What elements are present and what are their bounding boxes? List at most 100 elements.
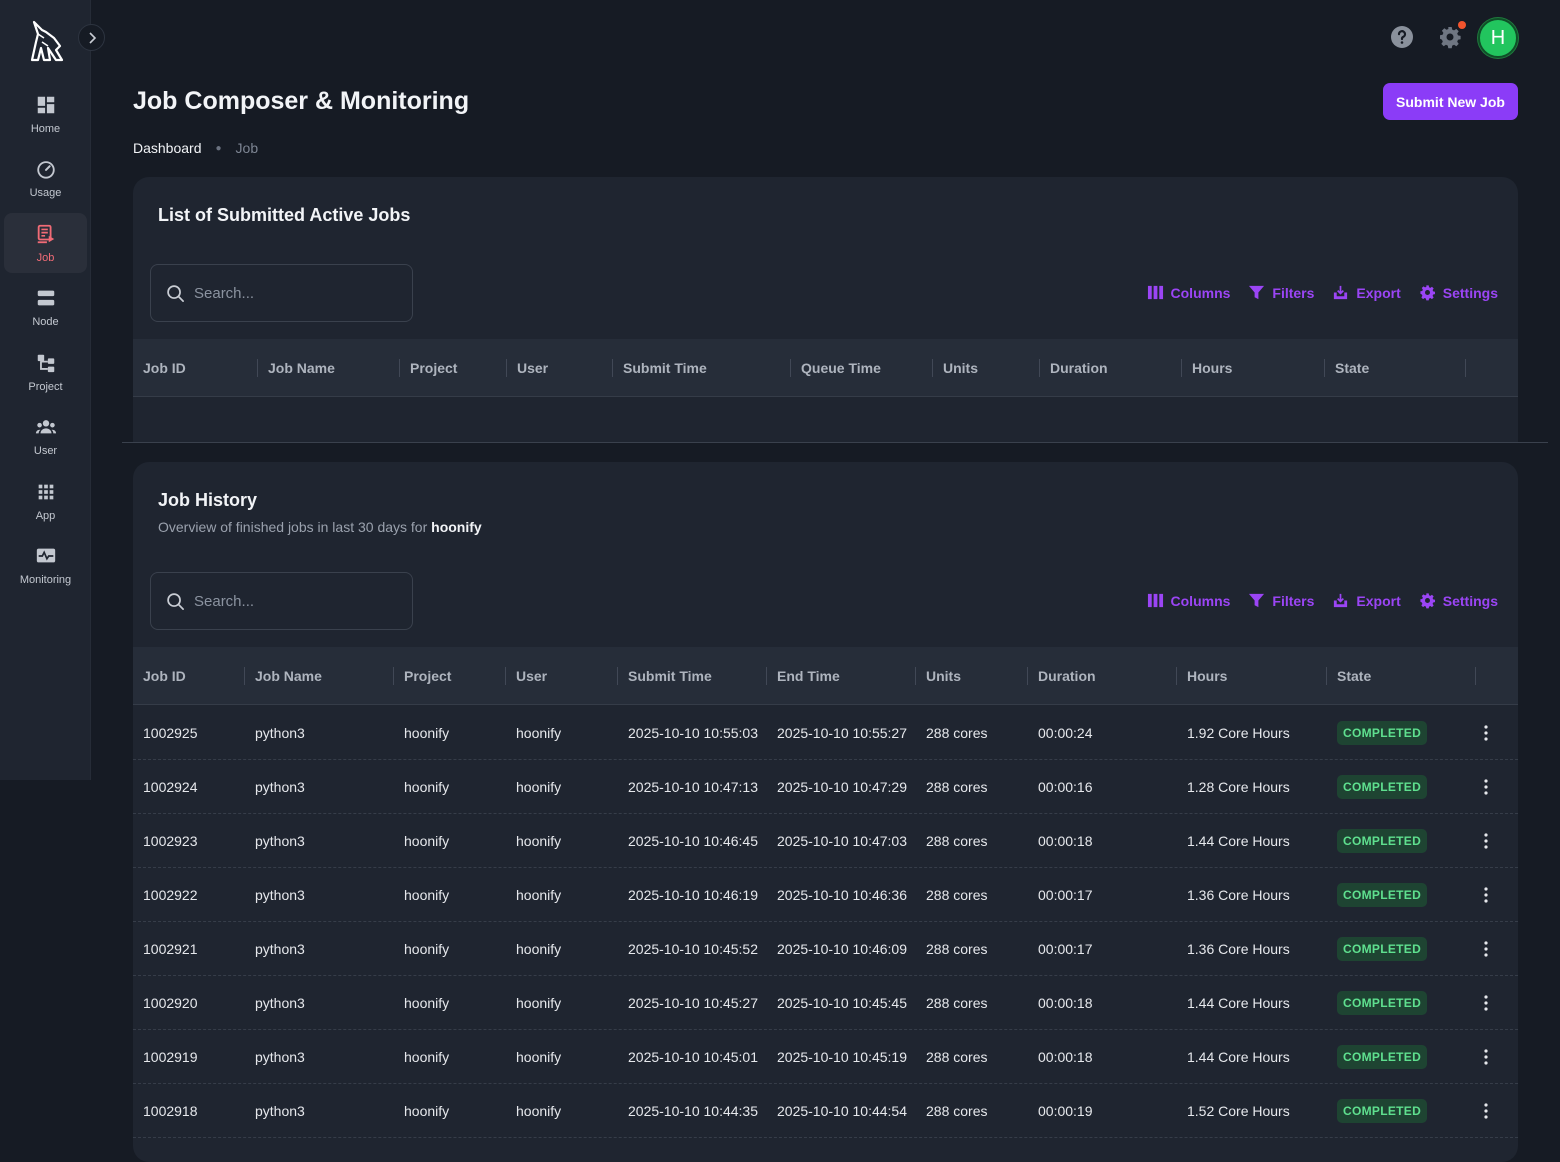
column-header[interactable]: Job ID: [133, 647, 245, 705]
column-header[interactable]: State: [1325, 339, 1466, 397]
status-badge: COMPLETED: [1337, 990, 1428, 1015]
hours-cell: 1.44 Core Hours: [1187, 832, 1290, 849]
table-row[interactable]: 1002918 python3 hoonify hoonify 2025-10-10 1…: [133, 1084, 1518, 1138]
job-name-cell: python3: [255, 1048, 305, 1065]
column-header-actions: [1476, 647, 1518, 705]
column-header[interactable]: User: [506, 647, 618, 705]
search-input[interactable]: [194, 284, 394, 302]
project-cell: hoonify: [404, 940, 450, 957]
row-actions-button[interactable]: [1476, 994, 1496, 1011]
sidebar-expand-button[interactable]: [78, 24, 105, 51]
sidebar-item-job[interactable]: Job: [4, 213, 87, 273]
column-header[interactable]: Job Name: [245, 647, 394, 705]
table-row[interactable]: 1002925 python3 hoonify hoonify 2025-10-10 1…: [133, 706, 1518, 760]
gauge-icon: [36, 161, 55, 179]
duration-cell: 00:00:17: [1038, 940, 1093, 957]
column-header[interactable]: State: [1327, 647, 1476, 705]
project-cell: hoonify: [404, 1048, 450, 1065]
column-header[interactable]: Duration: [1040, 339, 1182, 397]
duration-cell: 00:00:18: [1038, 832, 1093, 849]
submit-time-cell: 2025-10-10 10:45:27: [628, 994, 758, 1011]
columns-icon: [1147, 285, 1163, 300]
table-row[interactable]: 1002924 python3 hoonify hoonify 2025-10-10 1…: [133, 760, 1518, 814]
column-header[interactable]: Submit Time: [618, 647, 767, 705]
sidebar-item-monitoring[interactable]: Monitoring: [4, 536, 87, 596]
column-header[interactable]: Job ID: [133, 339, 258, 397]
column-header[interactable]: Project: [400, 339, 507, 397]
sidebar-item-user[interactable]: User: [4, 407, 87, 467]
job-history-toolbar: Columns Filters Export Settings: [1147, 592, 1498, 609]
search-input[interactable]: [194, 592, 394, 610]
column-header[interactable]: Units: [916, 647, 1028, 705]
column-header[interactable]: Project: [394, 647, 506, 705]
row-actions-button[interactable]: [1476, 724, 1496, 741]
column-header[interactable]: Job Name: [258, 339, 400, 397]
columns-button[interactable]: Columns: [1147, 592, 1231, 609]
user-cell: hoonify: [516, 994, 562, 1011]
duration-cell: 00:00:17: [1038, 886, 1093, 903]
row-actions-button[interactable]: [1476, 1102, 1496, 1119]
state-cell: COMPLETED: [1327, 1098, 1476, 1123]
column-header[interactable]: Hours: [1177, 647, 1327, 705]
status-badge: COMPLETED: [1337, 882, 1428, 907]
help-icon[interactable]: [1390, 25, 1414, 49]
filters-button[interactable]: Filters: [1248, 284, 1314, 301]
duration-cell: 00:00:19: [1038, 1102, 1093, 1119]
columns-label: Columns: [1170, 592, 1231, 609]
sidebar-item-app[interactable]: App: [4, 471, 87, 531]
units-cell: 288 cores: [926, 1048, 988, 1065]
more-vertical-icon: [1484, 1102, 1488, 1119]
export-button[interactable]: Export: [1332, 284, 1401, 301]
user-cell: hoonify: [516, 1102, 562, 1119]
user-cell: hoonify: [516, 940, 562, 957]
notification-dot: [1458, 21, 1466, 29]
column-header[interactable]: Duration: [1028, 647, 1177, 705]
sidebar-item-project[interactable]: Project: [4, 342, 87, 402]
columns-button[interactable]: Columns: [1147, 284, 1231, 301]
column-header[interactable]: Submit Time: [613, 339, 791, 397]
filters-button[interactable]: Filters: [1248, 592, 1314, 609]
row-actions-button[interactable]: [1476, 778, 1496, 795]
active-jobs-search[interactable]: [150, 264, 413, 322]
avatar[interactable]: H: [1478, 18, 1518, 58]
table-row[interactable]: 1002919 python3 hoonify hoonify 2025-10-10 1…: [133, 1030, 1518, 1084]
sidebar-item-usage[interactable]: Usage: [4, 149, 87, 209]
sidebar-item-home[interactable]: Home: [4, 84, 87, 144]
job-history-search[interactable]: [150, 572, 413, 630]
column-header[interactable]: Queue Time: [791, 339, 933, 397]
job-id-cell: 1002919: [143, 1048, 198, 1065]
column-header[interactable]: Units: [933, 339, 1040, 397]
logo-icon[interactable]: [26, 20, 66, 62]
table-row[interactable]: 1002920 python3 hoonify hoonify 2025-10-10 1…: [133, 976, 1518, 1030]
duration-cell: 00:00:18: [1038, 1048, 1093, 1065]
hours-cell: 1.36 Core Hours: [1187, 940, 1290, 957]
hours-cell: 1.44 Core Hours: [1187, 1048, 1290, 1065]
breadcrumb-dashboard[interactable]: Dashboard: [133, 140, 202, 156]
sidebar-item-node[interactable]: Node: [4, 278, 87, 338]
settings-button[interactable]: Settings: [1419, 592, 1498, 609]
table-row[interactable]: 1002923 python3 hoonify hoonify 2025-10-10 1…: [133, 814, 1518, 868]
row-actions-button[interactable]: [1476, 1048, 1496, 1065]
export-button[interactable]: Export: [1332, 592, 1401, 609]
submit-new-job-button[interactable]: Submit New Job: [1383, 83, 1518, 120]
row-actions-button[interactable]: [1476, 940, 1496, 957]
table-row[interactable]: 1002922 python3 hoonify hoonify 2025-10-10 1…: [133, 868, 1518, 922]
column-header[interactable]: End Time: [767, 647, 916, 705]
column-header[interactable]: Hours: [1182, 339, 1325, 397]
gear-icon: [1420, 285, 1435, 301]
columns-label: Columns: [1170, 284, 1231, 301]
settings-gear-icon[interactable]: [1438, 25, 1462, 49]
sidebar-item-label: Monitoring: [19, 574, 72, 586]
more-vertical-icon: [1484, 724, 1488, 741]
job-history-title: Job History: [158, 490, 258, 510]
settings-button[interactable]: Settings: [1419, 284, 1498, 301]
more-vertical-icon: [1484, 832, 1488, 849]
table-row[interactable]: 1002921 python3 hoonify hoonify 2025-10-10 1…: [133, 922, 1518, 976]
status-badge: COMPLETED: [1337, 1098, 1428, 1123]
sidebar-item-label: Node: [32, 316, 59, 328]
sidebar-item-label: App: [35, 509, 56, 522]
status-badge: COMPLETED: [1337, 774, 1428, 799]
row-actions-button[interactable]: [1476, 886, 1496, 903]
column-header[interactable]: User: [507, 339, 613, 397]
row-actions-button[interactable]: [1476, 832, 1496, 849]
